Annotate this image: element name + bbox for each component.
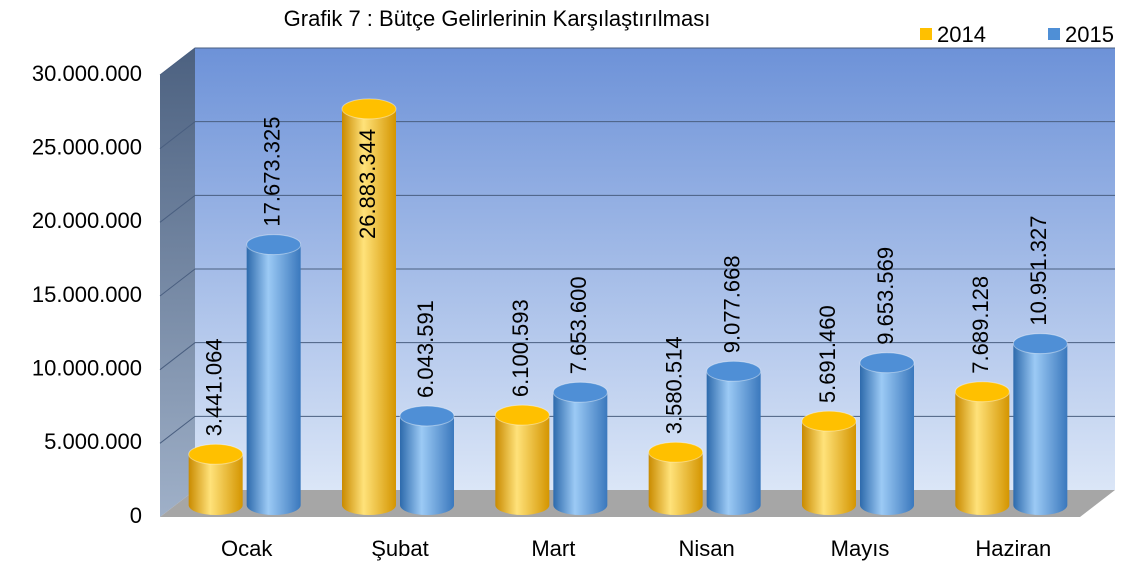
- grid-line: [159, 47, 1115, 76]
- value-label: 9.077.668: [719, 255, 744, 353]
- bar-top: [399, 405, 455, 427]
- x-tick-label: Şubat: [371, 536, 429, 561]
- value-label: 7.689.128: [968, 276, 993, 374]
- bar-body: [860, 362, 914, 515]
- value-label: 6.100.593: [508, 299, 533, 397]
- value-label: 5.691.460: [815, 305, 840, 403]
- bar: [801, 410, 857, 515]
- bar: [706, 360, 762, 515]
- bar-top: [1012, 333, 1068, 355]
- x-tick-label: Ocak: [221, 536, 273, 561]
- bar-body: [342, 108, 396, 515]
- bar-top: [494, 404, 550, 426]
- bar-top: [188, 443, 244, 465]
- y-tick-label: 15.000.000: [32, 282, 142, 307]
- legend-label: 2015: [1065, 22, 1114, 47]
- legend-swatch: [920, 28, 932, 40]
- bar-top: [246, 234, 302, 256]
- grid-line: [159, 268, 1115, 297]
- bar: [246, 234, 302, 515]
- value-label: 6.043.591: [413, 300, 438, 398]
- bar-top: [706, 360, 762, 382]
- chart-title: Grafik 7 : Bütçe Gelirlerinin Karşılaştı…: [284, 6, 711, 31]
- value-label: 10.951.327: [1026, 216, 1051, 326]
- bar-top: [648, 441, 704, 463]
- bar-body: [802, 421, 856, 515]
- value-label: 3.441.064: [201, 338, 226, 436]
- y-tick-label: 0: [130, 503, 142, 528]
- legend-swatch: [1048, 28, 1060, 40]
- bar-body: [188, 454, 243, 515]
- bar-body: [706, 371, 761, 515]
- bar-body: [955, 391, 1010, 515]
- y-tick-label: 30.000.000: [32, 61, 142, 86]
- bar-top: [859, 352, 915, 374]
- value-label: 26.883.344: [355, 129, 380, 239]
- bar: [341, 98, 397, 515]
- bar-body: [246, 244, 301, 515]
- value-label: 9.653.569: [873, 247, 898, 345]
- x-tick-label: Nisan: [679, 536, 735, 561]
- bar-body: [400, 415, 454, 515]
- bar-body: [1013, 343, 1068, 515]
- y-tick-label: 20.000.000: [32, 208, 142, 233]
- value-label: 17.673.325: [259, 117, 284, 227]
- bar-body: [553, 392, 608, 515]
- y-tick-label: 10.000.000: [32, 355, 142, 380]
- bar: [552, 381, 608, 515]
- bar: [954, 381, 1010, 515]
- bar-top: [552, 381, 608, 403]
- bar-top: [801, 410, 857, 432]
- bar: [859, 352, 915, 515]
- bar-top: [954, 381, 1010, 403]
- x-tick-label: Mart: [531, 536, 575, 561]
- grid-line: [159, 194, 1115, 223]
- y-tick-label: 25.000.000: [32, 134, 142, 159]
- bar: [1012, 333, 1068, 515]
- legend-label: 2014: [937, 22, 986, 47]
- grid-line: [159, 121, 1115, 150]
- bar: [399, 405, 455, 515]
- bar: [494, 404, 550, 515]
- bar: [188, 443, 244, 515]
- value-label: 3.580.514: [661, 336, 686, 434]
- bar-top: [341, 98, 397, 120]
- bar: [648, 441, 704, 515]
- bar-body: [495, 415, 550, 515]
- y-tick-label: 5.000.000: [44, 429, 142, 454]
- x-tick-label: Haziran: [975, 536, 1051, 561]
- grid-line: [159, 342, 1115, 371]
- value-label: 7.653.600: [566, 276, 591, 374]
- x-tick-label: Mayıs: [831, 536, 890, 561]
- bar-body: [648, 452, 703, 515]
